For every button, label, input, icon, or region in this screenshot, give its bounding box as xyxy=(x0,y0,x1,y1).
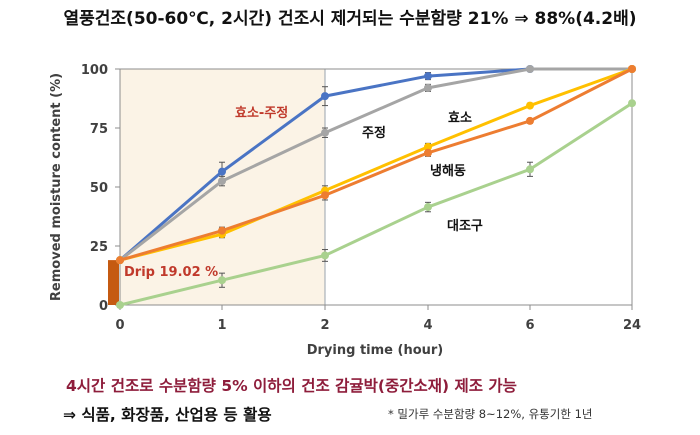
data-point xyxy=(321,251,329,260)
data-point xyxy=(218,177,226,186)
x-tick-label: 1 xyxy=(217,318,226,333)
y-tick-label: 100 xyxy=(81,63,108,78)
x-tick-label: 0 xyxy=(115,318,124,333)
data-point xyxy=(218,226,226,235)
series-label-2: 효소 xyxy=(448,111,472,126)
footnote-text: * 밀가루 수분함량 8~12%, 유통기한 1년 xyxy=(388,407,593,421)
series-label-0: 효소-주정 xyxy=(235,105,288,121)
data-point xyxy=(424,142,432,151)
data-point xyxy=(424,72,432,81)
data-point xyxy=(321,191,329,200)
series-label-4: 대조구 xyxy=(447,219,483,234)
data-point xyxy=(628,99,636,108)
series-line-1 xyxy=(119,67,632,262)
application-text: ⇒ 식품, 화장품, 산업용 등 활용 xyxy=(63,406,272,424)
y-tick-label: 50 xyxy=(90,181,108,196)
data-point xyxy=(526,116,534,125)
data-point xyxy=(526,65,534,73)
data-point xyxy=(424,148,432,157)
data-point xyxy=(321,128,329,137)
series-label-3: 냉해동 xyxy=(430,163,466,179)
y-tick-label: 25 xyxy=(90,240,108,255)
series-line-4 xyxy=(119,101,633,307)
data-point xyxy=(218,276,226,285)
data-point xyxy=(321,92,329,101)
series-line-2 xyxy=(119,67,633,262)
series-label-1: 주정 xyxy=(362,125,386,141)
drip-bar xyxy=(108,260,119,305)
page-title: 열풍건조(50-60℃, 2시간) 건조시 제거되는 수분함량 21% ⇒ 88… xyxy=(63,9,637,29)
drip-label: Drip 19.02 % xyxy=(124,265,218,280)
y-tick-label: 75 xyxy=(90,122,108,137)
x-tick-label: 6 xyxy=(525,318,534,333)
x-tick-label: 24 xyxy=(623,318,641,333)
data-point xyxy=(218,167,226,176)
data-point xyxy=(526,101,534,110)
x-axis-label: Drying time (hour) xyxy=(307,343,444,358)
y-tick-label: 0 xyxy=(99,299,108,314)
x-tick-label: 4 xyxy=(423,318,432,333)
data-point xyxy=(628,65,636,73)
data-point xyxy=(116,256,124,265)
data-point xyxy=(526,165,534,174)
x-tick-label: 2 xyxy=(320,318,329,333)
conclusion-text: 4시간 건조로 수분함량 5% 이하의 건조 감귤박(중간소재) 제조 가능 xyxy=(66,377,517,395)
series-line-3 xyxy=(119,67,633,262)
data-point xyxy=(116,301,124,309)
y-axis-label: Removed moisture content (%) xyxy=(49,73,64,301)
data-point xyxy=(424,83,432,92)
data-point xyxy=(424,203,432,212)
